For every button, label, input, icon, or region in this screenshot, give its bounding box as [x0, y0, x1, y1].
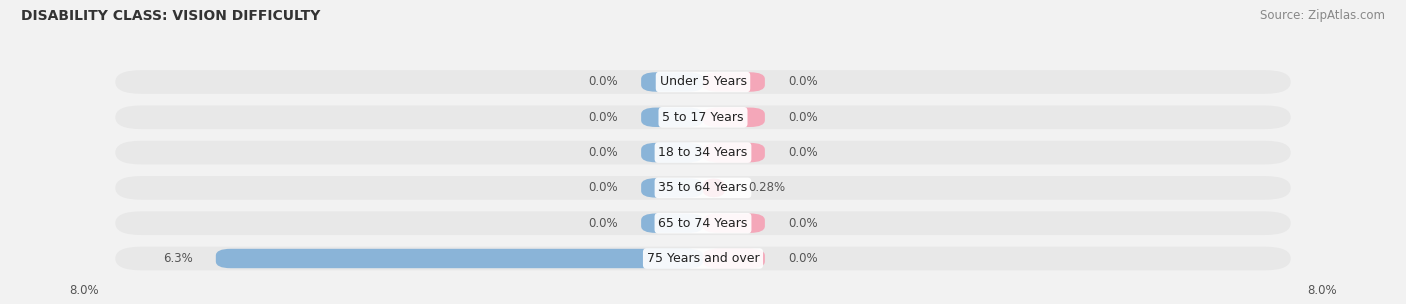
FancyBboxPatch shape [641, 143, 703, 162]
Text: 35 to 64 Years: 35 to 64 Years [658, 181, 748, 194]
Text: 0.0%: 0.0% [588, 181, 619, 194]
Text: 0.28%: 0.28% [748, 181, 785, 194]
Text: 75 Years and over: 75 Years and over [647, 252, 759, 265]
FancyBboxPatch shape [115, 105, 1291, 129]
FancyBboxPatch shape [115, 211, 1291, 235]
Text: 0.0%: 0.0% [588, 75, 619, 88]
FancyBboxPatch shape [641, 72, 703, 92]
Text: 0.0%: 0.0% [588, 146, 619, 159]
Text: Under 5 Years: Under 5 Years [659, 75, 747, 88]
Text: Source: ZipAtlas.com: Source: ZipAtlas.com [1260, 9, 1385, 22]
FancyBboxPatch shape [641, 178, 703, 198]
Text: 5 to 17 Years: 5 to 17 Years [662, 111, 744, 124]
Text: 0.0%: 0.0% [588, 217, 619, 230]
Text: DISABILITY CLASS: VISION DIFFICULTY: DISABILITY CLASS: VISION DIFFICULTY [21, 9, 321, 23]
FancyBboxPatch shape [115, 141, 1291, 164]
FancyBboxPatch shape [115, 70, 1291, 94]
FancyBboxPatch shape [115, 247, 1291, 270]
FancyBboxPatch shape [217, 249, 703, 268]
Text: 65 to 74 Years: 65 to 74 Years [658, 217, 748, 230]
FancyBboxPatch shape [641, 213, 703, 233]
Text: 0.0%: 0.0% [787, 146, 818, 159]
FancyBboxPatch shape [703, 249, 765, 268]
Text: 18 to 34 Years: 18 to 34 Years [658, 146, 748, 159]
Text: 0.0%: 0.0% [787, 252, 818, 265]
FancyBboxPatch shape [703, 108, 765, 127]
FancyBboxPatch shape [703, 143, 765, 162]
Legend: Male, Female: Male, Female [638, 299, 768, 304]
Text: 0.0%: 0.0% [588, 111, 619, 124]
Text: 0.0%: 0.0% [787, 75, 818, 88]
Text: 0.0%: 0.0% [787, 217, 818, 230]
FancyBboxPatch shape [703, 213, 765, 233]
FancyBboxPatch shape [641, 108, 703, 127]
FancyBboxPatch shape [703, 72, 765, 92]
Text: 6.3%: 6.3% [163, 252, 193, 265]
Text: 0.0%: 0.0% [787, 111, 818, 124]
FancyBboxPatch shape [703, 178, 724, 198]
FancyBboxPatch shape [115, 176, 1291, 200]
